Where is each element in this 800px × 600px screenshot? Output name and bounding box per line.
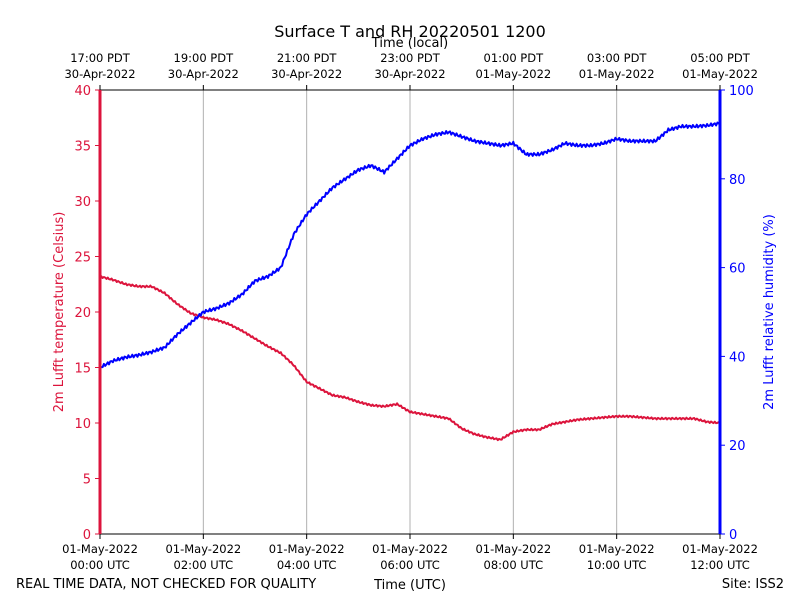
top-axis-label: Time (local): [371, 36, 448, 51]
left-axis-ticks: 0 5 10 15 20 25 30 35 40: [74, 84, 100, 543]
bottom-tick-time: 10:00 UTC: [587, 558, 647, 572]
top-tick-date: 30-Apr-2022: [64, 67, 135, 81]
right-tick-label: 100: [729, 84, 754, 99]
series-layer: [99, 121, 721, 442]
right-tick-label: 40: [729, 350, 746, 365]
right-axis-label: 2m Lufft relative humidity (%): [762, 214, 777, 410]
bottom-tick-time: 00:00 UTC: [70, 558, 130, 572]
top-tick-date: 30-Apr-2022: [271, 67, 342, 81]
bottom-tick-date: 01-May-2022: [682, 542, 758, 556]
vertical-gridlines: [202, 90, 618, 534]
right-tick-label: 60: [729, 262, 746, 277]
top-tick-time: 05:00 PDT: [690, 51, 751, 65]
top-tick-date: 01-May-2022: [579, 67, 655, 81]
left-tick-label: 35: [74, 140, 91, 155]
top-tick-time: 03:00 PDT: [587, 51, 648, 65]
bottom-tick-date: 01-May-2022: [475, 542, 551, 556]
site-label: Site: ISS2: [722, 577, 784, 592]
series-line-temperature: [99, 275, 721, 442]
quality-disclaimer: REAL TIME DATA, NOT CHECKED FOR QUALITY: [16, 577, 316, 592]
left-tick-label: 15: [74, 362, 91, 377]
left-tick-label: 40: [74, 84, 91, 99]
bottom-tick-time: 08:00 UTC: [484, 558, 544, 572]
top-tick-date: 01-May-2022: [475, 67, 551, 81]
top-tick-date: 30-Apr-2022: [374, 67, 445, 81]
top-tick-time: 01:00 PDT: [484, 51, 545, 65]
top-tick-time: 21:00 PDT: [277, 51, 338, 65]
left-tick-label: 5: [83, 473, 91, 488]
chart-title: Surface T and RH 20220501 1200: [274, 22, 546, 41]
right-tick-label: 20: [729, 439, 746, 454]
left-tick-label: 0: [83, 528, 91, 543]
left-tick-label: 10: [74, 417, 91, 432]
top-tick-date: 30-Apr-2022: [168, 67, 239, 81]
top-tick-date: 01-May-2022: [682, 67, 758, 81]
top-tick-time: 17:00 PDT: [70, 51, 131, 65]
bottom-tick-date: 01-May-2022: [62, 542, 138, 556]
top-tick-time: 19:00 PDT: [174, 51, 235, 65]
top-axis-ticks: 17:00 PDT 30-Apr-2022 19:00 PDT 30-Apr-2022…: [64, 51, 758, 90]
left-tick-label: 30: [74, 195, 91, 210]
bottom-tick-date: 01-May-2022: [165, 542, 241, 556]
top-tick-time: 23:00 PDT: [380, 51, 441, 65]
series-line-humidity: [99, 121, 721, 369]
bottom-axis-label: Time (UTC): [373, 578, 446, 593]
bottom-tick-time: 02:00 UTC: [174, 558, 234, 572]
left-axis-label: 2m Lufft temperature (Celsius): [52, 212, 67, 413]
right-tick-label: 0: [729, 528, 737, 543]
left-tick-label: 25: [74, 251, 91, 266]
bottom-axis-ticks: 01-May-2022 00:00 UTC 01-May-2022 02:00 UTC…: [62, 534, 758, 572]
right-axis-ticks: 0 20 40 60 80 100: [720, 84, 754, 543]
bottom-tick-time: 12:00 UTC: [690, 558, 750, 572]
bottom-tick-date: 01-May-2022: [579, 542, 655, 556]
right-tick-label: 80: [729, 173, 746, 188]
bottom-tick-time: 04:00 UTC: [277, 558, 337, 572]
bottom-tick-time: 06:00 UTC: [380, 558, 440, 572]
bottom-tick-date: 01-May-2022: [372, 542, 448, 556]
left-tick-label: 20: [74, 306, 91, 321]
bottom-tick-date: 01-May-2022: [269, 542, 345, 556]
